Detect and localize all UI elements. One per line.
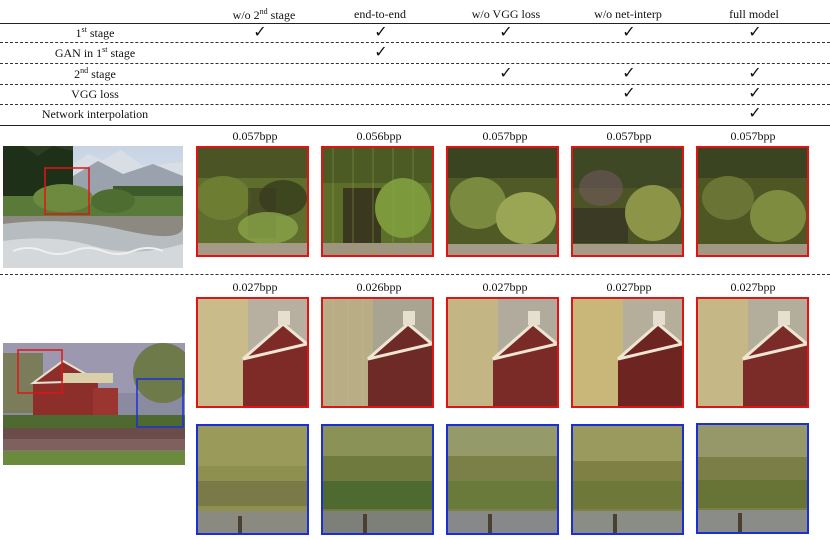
column-header-wo-net-interp: w/o net-interp xyxy=(594,7,662,21)
column-header-full-model: full model xyxy=(729,7,779,21)
check-mark: ✓ xyxy=(374,42,388,61)
bpp-label: 0.027bpp xyxy=(730,280,776,294)
crop-barn-red-full-model xyxy=(696,297,809,408)
row-label-2nd-stage: 2nd stage xyxy=(74,66,116,81)
check-mark: ✓ xyxy=(748,83,762,102)
bpp-label: 0.027bpp xyxy=(232,280,278,294)
check-mark: ✓ xyxy=(748,103,762,122)
table-bottom-rule xyxy=(0,125,830,126)
row-divider xyxy=(0,63,830,64)
reference-image-red-barn xyxy=(3,343,185,465)
check-mark: ✓ xyxy=(253,22,267,41)
crop-stream-wo-2nd-stage xyxy=(196,146,309,257)
bpp-label: 0.026bpp xyxy=(356,280,402,294)
crop-barn-blue-end-to-end xyxy=(321,424,434,535)
crop-stream-full-model xyxy=(696,146,809,257)
crop-barn-red-wo-net-interp xyxy=(571,297,684,408)
crop-barn-blue-wo-net-interp xyxy=(571,424,684,535)
column-header-wo-2nd-stage: w/o 2nd stage xyxy=(232,7,296,22)
crop-barn-red-wo-vgg-loss xyxy=(446,297,559,408)
section-divider xyxy=(0,274,830,275)
red-barn-image xyxy=(3,343,185,465)
row-divider xyxy=(0,104,830,105)
row-label-network-interpolation: Network interpolation xyxy=(41,107,149,121)
row-label-gan-in-1st-stage: GAN in 1st stage xyxy=(54,45,136,60)
check-mark: ✓ xyxy=(622,63,636,82)
row-label-1st-stage: 1st stage xyxy=(75,25,115,40)
column-header-end-to-end: end-to-end xyxy=(354,7,406,21)
reference-image-mountain-stream xyxy=(3,146,183,268)
crop-barn-red-end-to-end xyxy=(321,297,434,408)
bpp-label: 0.057bpp xyxy=(606,129,652,143)
check-mark: ✓ xyxy=(748,63,762,82)
bpp-label: 0.057bpp xyxy=(232,129,278,143)
bpp-label: 0.057bpp xyxy=(730,129,776,143)
check-mark: ✓ xyxy=(374,22,388,41)
check-mark: ✓ xyxy=(499,22,513,41)
crop-stream-wo-vgg-loss xyxy=(446,146,559,257)
crop-barn-blue-full-model xyxy=(696,423,809,534)
row-divider xyxy=(0,42,830,43)
bpp-label: 0.027bpp xyxy=(482,280,528,294)
table-top-rule xyxy=(0,23,830,24)
crop-barn-red-wo-2nd-stage xyxy=(196,297,309,408)
check-mark: ✓ xyxy=(499,63,513,82)
check-mark: ✓ xyxy=(622,83,636,102)
check-mark: ✓ xyxy=(748,22,762,41)
bpp-label: 0.057bpp xyxy=(482,129,528,143)
row-divider xyxy=(0,84,830,85)
row-label-vgg-loss: VGG loss xyxy=(71,87,119,101)
check-mark: ✓ xyxy=(622,22,636,41)
column-header-wo-vgg-loss: w/o VGG loss xyxy=(471,7,541,21)
crop-stream-end-to-end xyxy=(321,146,434,257)
crop-barn-blue-wo-2nd-stage xyxy=(196,424,309,535)
bpp-label: 0.027bpp xyxy=(606,280,652,294)
crop-stream-wo-net-interp xyxy=(571,146,684,257)
bpp-label: 0.056bpp xyxy=(356,129,402,143)
crop-barn-blue-wo-vgg-loss xyxy=(446,424,559,535)
mountain-stream-image xyxy=(3,146,183,268)
